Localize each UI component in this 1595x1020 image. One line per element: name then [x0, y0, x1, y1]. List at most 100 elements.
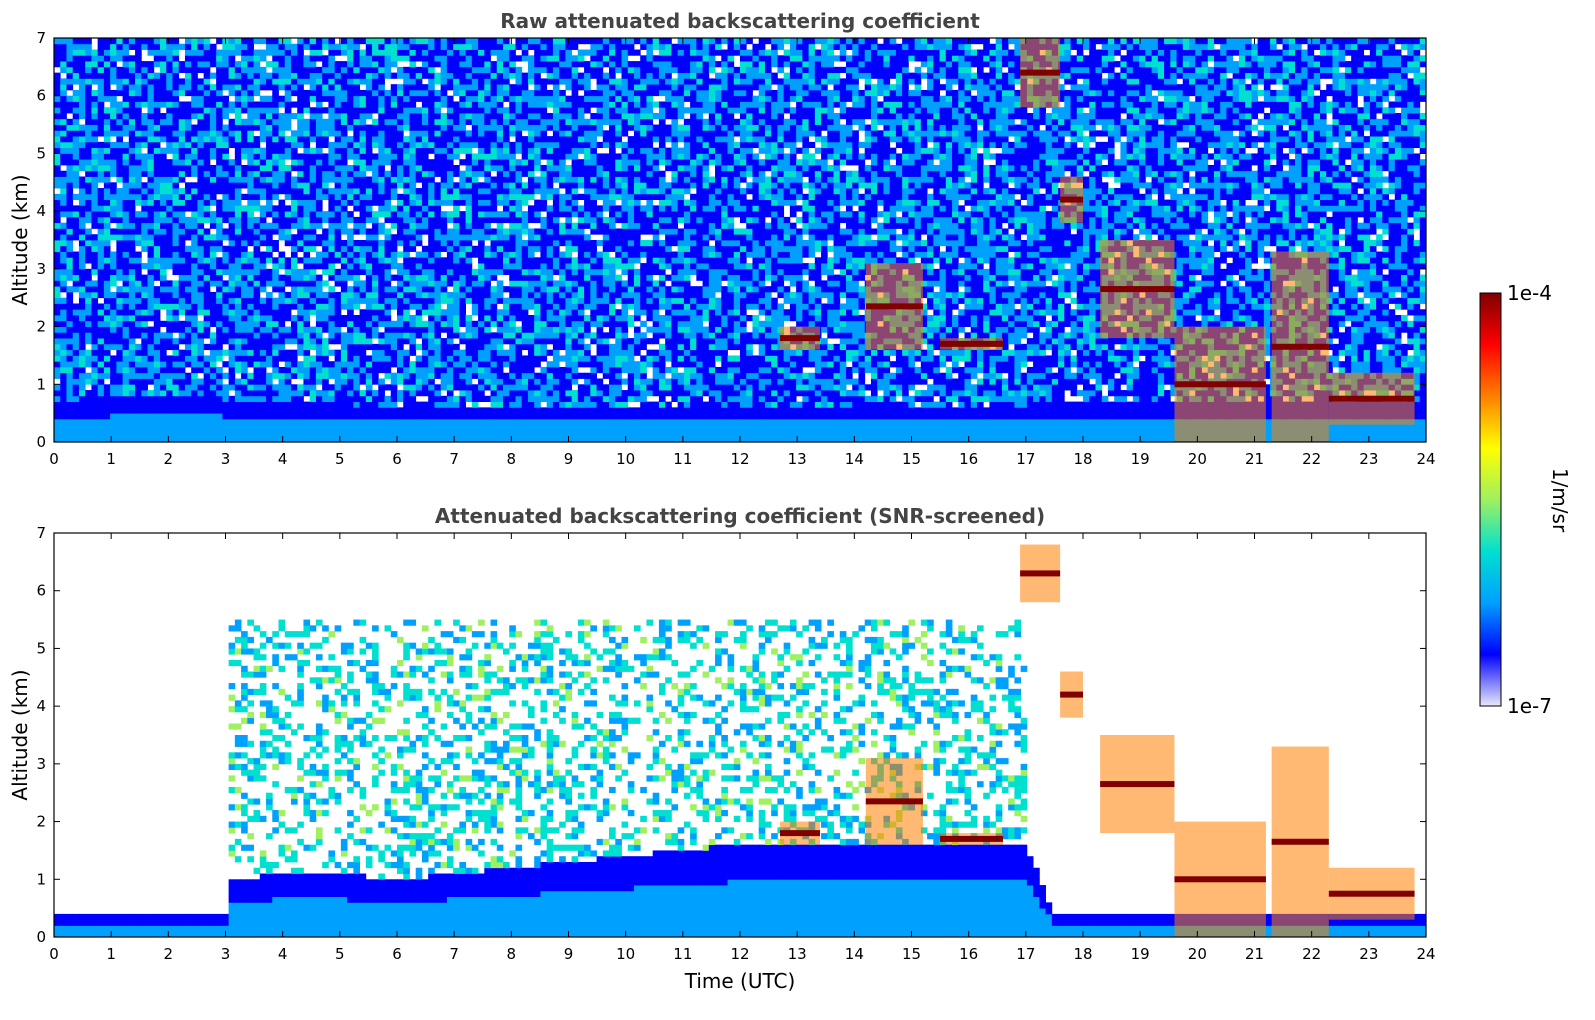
- heatmap-cell: [54, 361, 61, 367]
- heatmap-cell: [110, 182, 117, 188]
- heatmap-cell: [141, 298, 148, 304]
- heatmap-cell: [266, 148, 273, 154]
- heatmap-cell: [459, 38, 466, 44]
- heatmap-cell: [515, 257, 522, 263]
- heatmap-cell: [179, 159, 186, 165]
- heatmap-cell: [260, 101, 267, 107]
- heatmap-cell: [204, 130, 211, 136]
- heatmap-cell: [91, 67, 98, 73]
- heatmap-cell: [191, 280, 198, 286]
- heatmap-cell: [129, 217, 136, 223]
- heatmap-cell: [466, 205, 473, 211]
- heatmap-cell: [260, 309, 267, 315]
- heatmap-cell: [378, 96, 385, 102]
- heatmap-cell: [235, 298, 242, 304]
- heatmap-cell: [110, 275, 117, 281]
- heatmap-cell: [335, 50, 342, 56]
- heatmap-cell: [341, 396, 348, 402]
- heatmap-cell: [522, 390, 529, 396]
- heatmap-cell: [79, 309, 86, 315]
- heatmap-cell: [522, 275, 529, 281]
- heatmap-cell: [66, 177, 73, 183]
- heatmap-cell: [303, 280, 310, 286]
- heatmap-cell: [216, 286, 223, 292]
- heatmap-cell: [509, 275, 516, 281]
- heatmap-cell: [91, 200, 98, 206]
- heatmap-cell: [310, 148, 317, 154]
- heatmap-cell: [515, 119, 522, 125]
- heatmap-cell: [166, 165, 173, 171]
- heatmap-cell: [378, 125, 385, 131]
- heatmap-cell: [172, 367, 179, 373]
- heatmap-cell: [166, 148, 173, 154]
- heatmap-cell: [353, 275, 360, 281]
- heatmap-cell: [385, 292, 392, 298]
- heatmap-cell: [472, 425, 479, 431]
- heatmap-cell: [241, 78, 248, 84]
- heatmap-cell: [509, 73, 516, 79]
- heatmap-cell: [472, 390, 479, 396]
- heatmap-cell: [123, 315, 130, 321]
- heatmap-cell: [197, 50, 204, 56]
- heatmap-cell: [185, 78, 192, 84]
- heatmap-cell: [266, 50, 273, 56]
- heatmap-cell: [422, 182, 429, 188]
- heatmap-cell: [409, 246, 416, 252]
- heatmap-cell: [60, 425, 67, 431]
- heatmap-cell: [478, 384, 485, 390]
- heatmap-cell: [434, 171, 441, 177]
- heatmap-cell: [297, 228, 304, 234]
- heatmap-cell: [104, 263, 111, 269]
- heatmap-cell: [466, 315, 473, 321]
- heatmap-cell: [466, 188, 473, 194]
- heatmap-cell: [453, 252, 460, 258]
- heatmap-cell: [385, 55, 392, 61]
- heatmap-cell: [135, 165, 142, 171]
- heatmap-cell: [191, 130, 198, 136]
- heatmap-cell: [204, 50, 211, 56]
- heatmap-cell: [272, 205, 279, 211]
- heatmap-cell: [197, 396, 204, 402]
- heatmap-cell: [73, 50, 80, 56]
- heatmap-cell: [91, 280, 98, 286]
- heatmap-cell: [154, 159, 161, 165]
- heatmap-cell: [434, 292, 441, 298]
- heatmap-cell: [378, 430, 385, 436]
- heatmap-cell: [509, 44, 516, 50]
- heatmap-cell: [484, 280, 491, 286]
- heatmap-cell: [472, 252, 479, 258]
- heatmap-cell: [235, 73, 242, 79]
- heatmap-cell: [85, 73, 92, 79]
- heatmap-cell: [154, 275, 161, 281]
- heatmap-cell: [509, 84, 516, 90]
- heatmap-cell: [73, 90, 80, 96]
- heatmap-cell: [503, 96, 510, 102]
- heatmap-cell: [434, 200, 441, 206]
- heatmap-cell: [98, 332, 105, 338]
- heatmap-cell: [160, 148, 167, 154]
- heatmap-cell: [285, 165, 292, 171]
- heatmap-cell: [453, 188, 460, 194]
- heatmap-cell: [191, 407, 198, 413]
- heatmap-cell: [422, 246, 429, 252]
- heatmap-cell: [110, 228, 117, 234]
- heatmap-cell: [353, 263, 360, 269]
- heatmap-cell: [160, 286, 167, 292]
- heatmap-cell: [416, 425, 423, 431]
- heatmap-cell: [291, 275, 298, 281]
- heatmap-cell: [378, 332, 385, 338]
- heatmap-cell: [54, 413, 61, 419]
- heatmap-cell: [403, 55, 410, 61]
- heatmap-cell: [466, 257, 473, 263]
- heatmap-cell: [172, 44, 179, 50]
- heatmap-cell: [266, 136, 273, 142]
- heatmap-cell: [428, 338, 435, 344]
- heatmap-cell: [110, 55, 117, 61]
- heatmap-cell: [210, 240, 217, 246]
- heatmap-cell: [322, 327, 329, 333]
- heatmap-cell: [98, 286, 105, 292]
- heatmap-cell: [515, 390, 522, 396]
- heatmap-cell: [453, 315, 460, 321]
- heatmap-cell: [366, 177, 373, 183]
- heatmap-cell: [129, 188, 136, 194]
